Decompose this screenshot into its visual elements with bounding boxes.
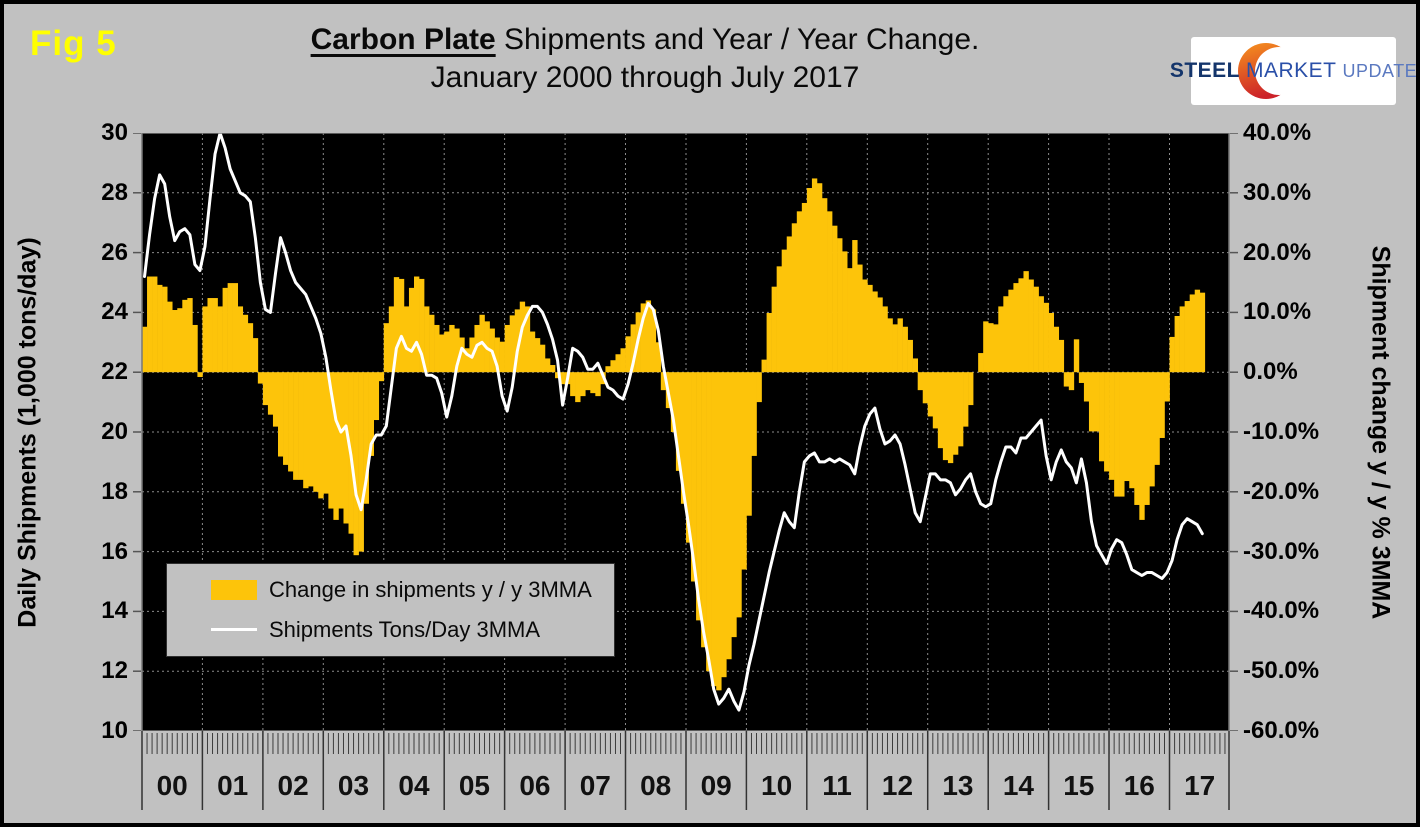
y-left-tick-label: 20	[101, 418, 128, 445]
y-right-tick-label: -10.0%	[1243, 418, 1320, 445]
y-left-tick-label: 12	[101, 657, 128, 685]
y-left-tick-label: 18	[101, 477, 128, 505]
chart-title-bold-part: Carbon Plate	[310, 23, 496, 56]
plot-area	[133, 133, 1238, 731]
y-right-tick-label: 20.0%	[1243, 238, 1312, 266]
y-axis-left-tick-labels: 30 28 26 24 22 20 18 16 14 12 10	[0, 0, 132, 827]
y-left-tick-label: 24	[101, 298, 128, 326]
chart-title: Carbon Plate Shipments and Year / Year C…	[150, 20, 1140, 97]
legend-item-bars: Change in shipments y / y 3MMA	[211, 577, 614, 603]
legend-item-line: Shipments Tons/Day 3MMA	[211, 617, 614, 643]
smu-logo-word-steel: STEEL	[1169, 59, 1240, 82]
x-axis-year-label: 12	[882, 770, 913, 801]
legend: Change in shipments y / y 3MMA Shipments…	[166, 563, 615, 657]
smu-logo-word-update: UPDATE	[1342, 60, 1418, 81]
y-left-tick-label: 10	[101, 717, 128, 744]
x-axis-year-label: 03	[338, 770, 369, 801]
x-axis-year-label: 15	[1063, 770, 1094, 801]
y-axis-left-title: Daily Shipments (1,000 tons/day)	[13, 237, 42, 628]
y-right-tick-label: -60.0%	[1243, 717, 1320, 744]
x-axis-band: 00 01 02 03 04 05 06 07 08 09 10 11 12 13 14 15 16 17	[141, 731, 1230, 810]
y-left-tick-label: 14	[101, 597, 128, 625]
smu-logo-crescent-icon	[1238, 43, 1303, 99]
x-axis-year-label: 06	[519, 770, 550, 801]
x-axis-year-label: 09	[701, 770, 732, 801]
x-axis-year-label: 17	[1184, 770, 1215, 801]
x-axis-year-label: 13	[942, 770, 973, 801]
y-left-tick-label: 26	[101, 238, 128, 266]
y-right-tick-label: -30.0%	[1243, 537, 1320, 565]
x-axis-year-label: 01	[217, 770, 248, 801]
legend-bar-swatch-icon	[211, 580, 257, 601]
y-right-tick-label: -50.0%	[1243, 657, 1320, 685]
legend-line-swatch-icon	[211, 628, 257, 632]
y-right-tick-label: -20.0%	[1243, 477, 1320, 505]
chart-title-line2: January 2000 through July 2017	[430, 61, 860, 94]
y-left-tick-label: 30	[101, 119, 128, 146]
y-axis-right-tick-labels: 40.0% 30.0% 20.0% 10.0% 0.0% -10.0% -20.0% -30.…	[1243, 0, 1363, 827]
y-right-tick-label: 10.0%	[1243, 298, 1312, 326]
legend-line-label: Shipments Tons/Day 3MMA	[269, 616, 541, 642]
y-right-tick-label: -40.0%	[1243, 597, 1320, 625]
y-right-tick-label: 30.0%	[1243, 178, 1312, 206]
x-axis-year-label: 07	[580, 770, 611, 801]
x-axis-year-label: 00	[157, 770, 188, 801]
chart-title-rest-part: Shipments and Year / Year Change.	[495, 23, 980, 56]
smu-logo-word-market: MARKET	[1246, 59, 1337, 82]
y-left-tick-label: 28	[101, 178, 128, 206]
smu-logo-text: STEEL MARKET UPDATE	[1170, 37, 1417, 105]
y-left-tick-label: 16	[101, 537, 128, 565]
y-left-tick-label: 22	[101, 358, 128, 386]
x-axis-year-label: 11	[822, 770, 852, 801]
x-axis-year-label: 05	[459, 770, 490, 801]
x-axis-year-label: 02	[278, 770, 309, 801]
y-axis-right-title: Shipment change y / y % 3MMA	[1366, 245, 1395, 620]
smu-logo: STEEL MARKET UPDATE	[1170, 37, 1417, 105]
y-right-tick-label: 0.0%	[1243, 358, 1298, 386]
x-axis-year-label: 16	[1124, 770, 1155, 801]
figure-number-label: Fig 5	[30, 24, 117, 63]
x-axis-year-label: 10	[761, 770, 792, 801]
x-axis-year-label: 08	[640, 770, 671, 801]
legend-bar-label: Change in shipments y / y 3MMA	[269, 577, 592, 603]
chart-title-line1: Carbon Plate Shipments and Year / Year C…	[150, 20, 1140, 59]
x-axis-year-label: 14	[1003, 770, 1035, 801]
y-right-tick-label: 40.0%	[1243, 119, 1312, 146]
x-axis-year-label: 04	[398, 770, 430, 801]
